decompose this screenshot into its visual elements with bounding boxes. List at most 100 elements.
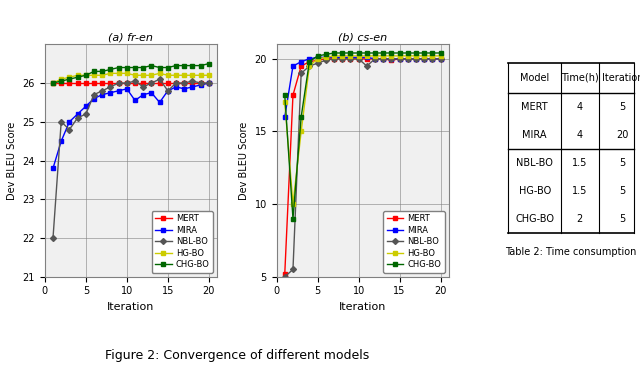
MIRA [131, 98, 139, 103]
Text: MIRA: MIRA [522, 130, 547, 140]
NBL-BO [115, 81, 122, 85]
HG-BO [322, 55, 330, 59]
Text: 4: 4 [577, 102, 583, 112]
HG-BO [49, 81, 57, 85]
HG-BO [74, 73, 81, 77]
MIRA [164, 89, 172, 93]
Text: Table 2: Time consumption: Table 2: Time consumption [505, 246, 637, 256]
CHG-BO [396, 51, 403, 55]
MERT [131, 81, 139, 85]
NBL-BO [140, 85, 147, 89]
HG-BO [115, 71, 122, 76]
CHG-BO [123, 65, 131, 70]
HG-BO [172, 73, 180, 77]
Text: 5: 5 [620, 214, 625, 224]
MIRA [74, 112, 81, 116]
NBL-BO [205, 81, 212, 85]
NBL-BO [197, 81, 205, 85]
MIRA [148, 90, 156, 95]
Legend: MERT, MIRA, NBL-BO, HG-BO, CHG-BO: MERT, MIRA, NBL-BO, HG-BO, CHG-BO [152, 211, 213, 273]
HG-BO [305, 64, 313, 68]
Text: Figure 2: Convergence of different models: Figure 2: Convergence of different model… [105, 349, 369, 362]
HG-BO [339, 54, 346, 58]
Text: Iteration: Iteration [602, 73, 640, 83]
MERT [99, 81, 106, 85]
MIRA [123, 87, 131, 91]
HG-BO [58, 77, 65, 81]
HG-BO [281, 100, 289, 105]
MERT [58, 81, 65, 85]
MERT [289, 93, 297, 97]
X-axis label: Iteration: Iteration [108, 302, 155, 312]
CHG-BO [115, 65, 122, 70]
MERT [156, 81, 163, 85]
NBL-BO [355, 56, 362, 61]
Text: 5: 5 [620, 186, 625, 196]
CHG-BO [156, 65, 163, 70]
MERT [82, 81, 90, 85]
NBL-BO [339, 56, 346, 61]
MIRA [172, 85, 180, 89]
MERT [189, 81, 196, 85]
MERT [298, 64, 305, 68]
Text: 1.5: 1.5 [572, 186, 588, 196]
MIRA [281, 115, 289, 119]
CHG-BO [49, 81, 57, 85]
CHG-BO [346, 51, 354, 55]
NBL-BO [189, 79, 196, 83]
Line: NBL-BO: NBL-BO [51, 77, 211, 240]
MERT [330, 56, 338, 61]
NBL-BO [330, 56, 338, 61]
NBL-BO [305, 64, 313, 68]
MIRA [115, 89, 122, 93]
HG-BO [420, 54, 428, 58]
Text: 20: 20 [616, 130, 628, 140]
HG-BO [363, 54, 371, 58]
CHG-BO [164, 65, 172, 70]
Text: 1.5: 1.5 [572, 158, 588, 168]
MIRA [346, 55, 354, 59]
HG-BO [164, 73, 172, 77]
CHG-BO [429, 51, 436, 55]
NBL-BO [99, 89, 106, 93]
MERT [412, 56, 420, 61]
Line: CHG-BO: CHG-BO [283, 51, 443, 221]
MIRA [339, 55, 346, 59]
HG-BO [148, 73, 156, 77]
Text: Model: Model [520, 73, 549, 83]
MERT [205, 81, 212, 85]
NBL-BO [172, 81, 180, 85]
MERT [148, 81, 156, 85]
Line: HG-BO: HG-BO [51, 71, 211, 85]
NBL-BO [429, 56, 436, 61]
CHG-BO [90, 69, 98, 73]
MIRA [404, 56, 412, 61]
NBL-BO [180, 81, 188, 85]
MERT [380, 56, 387, 61]
NBL-BO [164, 89, 172, 93]
CHG-BO [322, 52, 330, 57]
Line: MIRA: MIRA [51, 81, 211, 170]
CHG-BO [107, 67, 115, 72]
NBL-BO [314, 61, 321, 65]
CHG-BO [172, 63, 180, 68]
X-axis label: Iteration: Iteration [339, 302, 387, 312]
MERT [396, 56, 403, 61]
HG-BO [205, 73, 212, 77]
MIRA [107, 90, 115, 95]
NBL-BO [412, 56, 420, 61]
Text: 5: 5 [620, 158, 625, 168]
CHG-BO [298, 115, 305, 119]
CHG-BO [305, 59, 313, 64]
MIRA [289, 64, 297, 68]
CHG-BO [314, 54, 321, 58]
MIRA [355, 55, 362, 59]
Text: 5: 5 [620, 102, 625, 112]
MIRA [140, 93, 147, 97]
HG-BO [330, 54, 338, 58]
HG-BO [429, 54, 436, 58]
HG-BO [314, 56, 321, 61]
Text: HG-BO: HG-BO [518, 186, 551, 196]
HG-BO [99, 73, 106, 77]
MERT [322, 56, 330, 61]
